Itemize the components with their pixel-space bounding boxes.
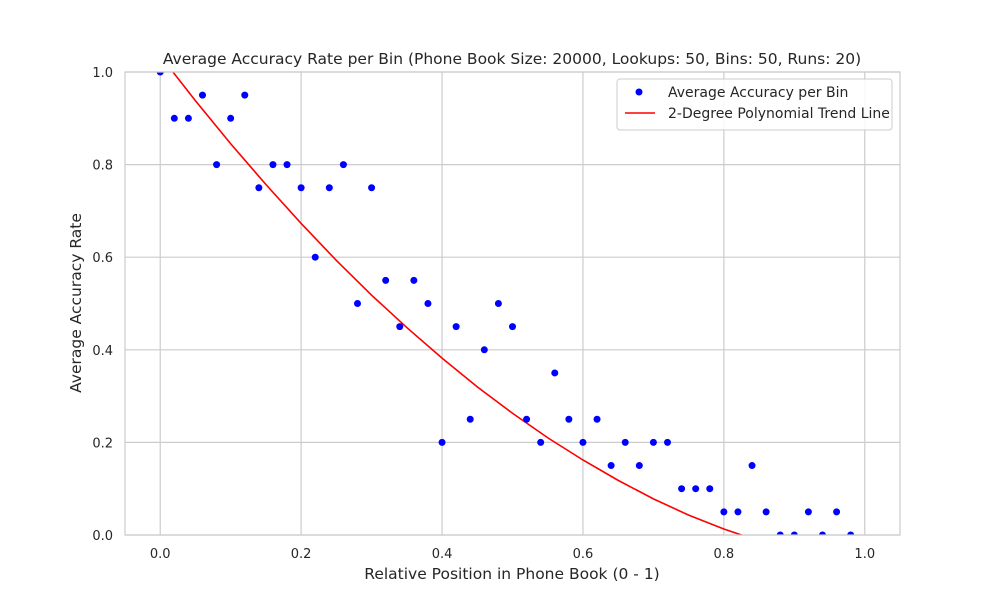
scatter-point [790,531,798,535]
scatter-point [438,438,446,446]
scatter-point [621,438,629,446]
scatter-point [706,485,714,493]
scatter-point [339,161,347,169]
scatter-point [466,415,474,423]
scatter-point [297,184,305,192]
y-tick-label: 0.4 [92,344,113,359]
scatter-point [396,323,404,331]
scatter-point [283,161,291,169]
scatter-point [255,184,263,192]
scatter-point [452,323,460,331]
trend-line [171,72,744,535]
x-axis-title: Relative Position in Phone Book (0 - 1) [364,565,659,583]
scatter-point [325,184,333,192]
scatter-points [156,72,855,535]
legend-label-scatter: Average Accuracy per Bin [668,85,848,101]
scatter-point [199,91,206,99]
x-tick-labels: 0.0 0.2 0.4 0.6 0.8 1.0 [150,547,875,562]
scatter-point [424,300,432,307]
scatter-point [804,508,812,516]
y-tick-label: 0.0 [92,529,113,544]
scatter-point [833,508,841,516]
scatter-point [156,72,164,76]
scatter-point [635,462,643,470]
scatter-point [480,346,488,354]
scatter-point [593,415,601,423]
legend-marker-scatter [635,88,643,96]
x-tick-label: 0.8 [714,547,735,562]
scatter-point [692,485,700,493]
scatter-point [494,300,502,307]
scatter-point [762,508,770,516]
y-tick-label: 0.2 [92,436,113,451]
scatter-point [368,184,376,192]
scatter-point [269,161,277,169]
x-tick-label: 0.0 [150,547,171,562]
scatter-point [678,485,686,493]
scatter-point [579,438,587,446]
scatter-point [664,438,671,446]
legend-label-line: 2-Degree Polynomial Trend Line [668,106,890,122]
legend-box [616,78,893,131]
scatter-point [410,276,418,284]
x-tick-label: 1.0 [854,547,875,562]
chart-title: Average Accuracy Rate per Bin (Phone Boo… [163,50,861,68]
plot-frame [124,71,901,536]
scatter-point [170,114,178,122]
scatter-point [819,531,826,535]
scatter-point [509,323,516,331]
scatter-point [565,415,573,423]
scatter-point [523,415,531,423]
legend: Average Accuracy per Bin 2-Degree Polyno… [616,78,893,131]
scatter-point [241,91,249,99]
scatter-point [213,161,221,169]
scatter-point [354,300,361,307]
scatter-point [748,462,756,470]
x-tick-label: 0.2 [291,547,312,562]
scatter-point [227,114,235,122]
scatter-point [551,369,559,377]
scatter-point [607,462,615,470]
scatter-point [311,253,319,261]
y-tick-label: 0.6 [92,251,113,266]
y-tick-labels: 0.0 0.2 0.4 0.6 0.8 1.0 [92,66,113,544]
scatter-point [720,508,728,516]
scatter-point [537,438,545,446]
scatter-point [649,438,657,446]
plot-content [156,72,855,535]
y-tick-label: 0.8 [92,159,113,174]
x-tick-label: 0.4 [432,547,453,562]
scatter-point [382,276,390,284]
scatter-point [847,531,855,535]
scatter-point [776,531,784,535]
scatter-point [184,114,192,122]
x-tick-label: 0.6 [573,547,594,562]
y-axis-title: Average Accuracy Rate [67,213,85,393]
y-tick-label: 1.0 [92,66,113,81]
scatter-point [734,508,742,516]
